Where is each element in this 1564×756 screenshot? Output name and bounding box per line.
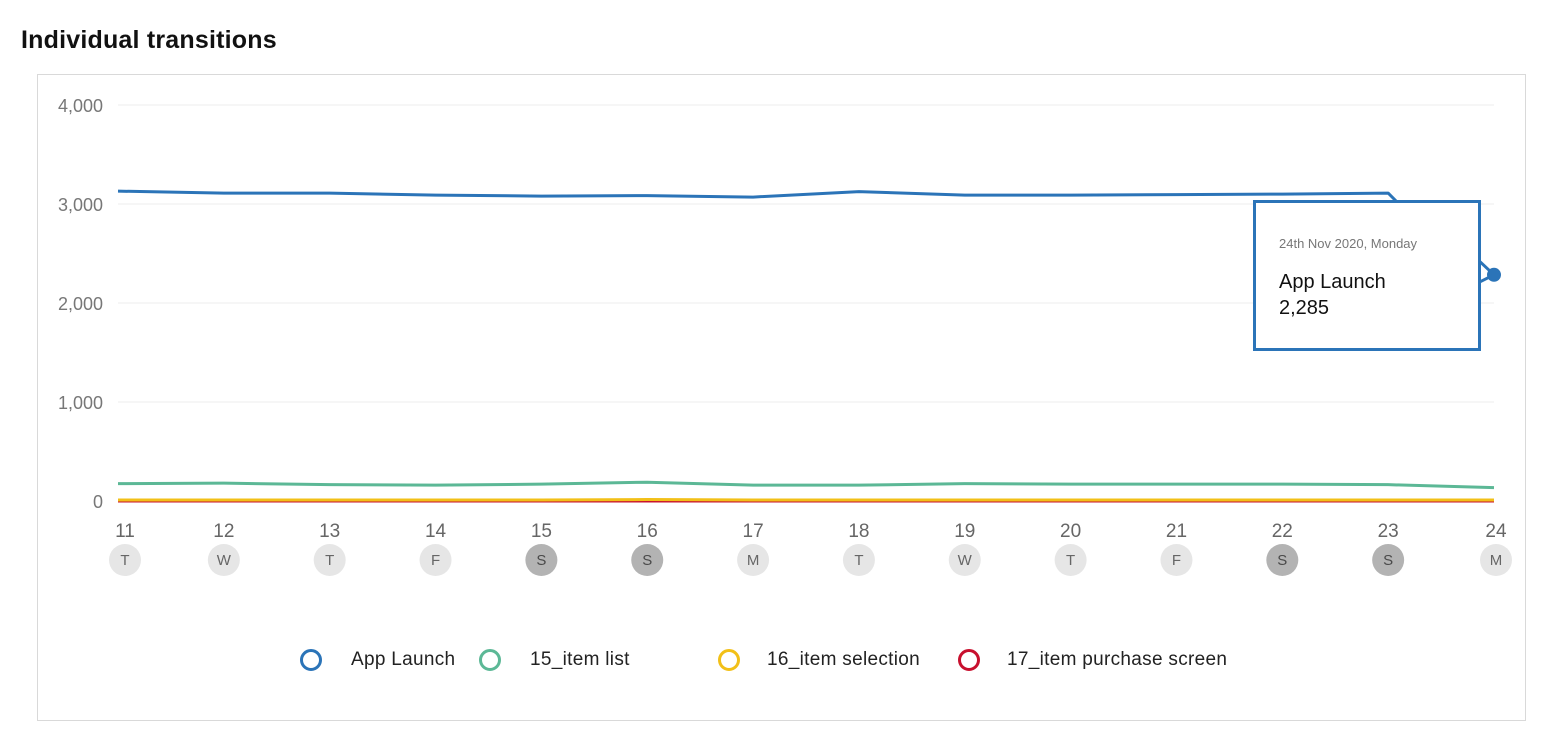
weekday-badge-circle (1160, 544, 1193, 576)
weekday-badge: F (1160, 544, 1193, 576)
page-title: Individual transitions (21, 26, 277, 54)
weekday-label: M (1490, 552, 1503, 569)
weekday-badge-circle (207, 544, 240, 576)
weekday-badge: S (1372, 544, 1405, 576)
weekday-label: T (120, 552, 129, 569)
x-tick-label: 24 (1485, 521, 1507, 542)
x-tick-label: 13 (319, 521, 340, 542)
weekday-label: F (431, 552, 440, 569)
weekday-label: W (958, 552, 973, 569)
weekday-badge-circle (842, 544, 875, 576)
x-tick-label: 20 (1060, 521, 1081, 542)
weekday-label: S (642, 552, 652, 569)
x-tick-label: 21 (1166, 521, 1187, 542)
legend-label: 15_item list (530, 649, 630, 670)
x-tick-label: 22 (1272, 521, 1293, 542)
x-tick-label: 18 (848, 521, 869, 542)
weekday-badge: W (948, 544, 981, 576)
x-tick-label: 12 (213, 521, 234, 542)
point-layer (1487, 267, 1501, 282)
x-tick-label: 19 (954, 521, 975, 542)
legend-label: 16_item selection (767, 649, 920, 670)
weekday-label: T (1066, 552, 1075, 569)
legend-item-item-purchase-screen[interactable]: 17_item purchase screen (958, 649, 1227, 671)
weekday-badge-circle (1266, 544, 1299, 576)
weekday-badge: T (842, 544, 875, 576)
tooltip-series-name: App Launch (1279, 271, 1386, 293)
y-tick-label: 4,000 (58, 96, 103, 116)
tooltip-date: 24th Nov 2020, Monday (1279, 236, 1418, 251)
x-tick-label: 15 (531, 521, 552, 542)
weekday-badge: S (631, 544, 664, 576)
weekday-badge: M (1480, 544, 1512, 576)
weekday-label: M (747, 552, 760, 569)
x-tick-label: 11 (115, 521, 135, 542)
legend-item-item-selection[interactable]: 16_item selection (718, 649, 920, 671)
x-tick-label: 17 (743, 521, 764, 542)
x-tick-label: 23 (1378, 521, 1399, 542)
series-line-1 (117, 480, 1495, 490)
y-tick-label: 2,000 (58, 294, 103, 314)
weekday-badge: F (419, 544, 452, 576)
legend-label: 17_item purchase screen (1007, 649, 1228, 670)
legend-item-item-list[interactable]: 15_item list (479, 649, 630, 671)
weekday-badge-circle (1480, 544, 1512, 576)
weekday-label: W (217, 552, 232, 569)
legend-marker-icon (300, 649, 322, 671)
y-tick-label: 0 (93, 492, 103, 512)
legend-marker-icon (958, 649, 980, 671)
weekday-badge-circle (313, 544, 346, 576)
weekday-label: S (536, 552, 546, 569)
chart-panel (37, 74, 1526, 721)
weekday-label: T (325, 552, 334, 569)
weekday-badge-circle (109, 544, 141, 576)
weekday-badge: T (1054, 544, 1087, 576)
legend-label: App Launch (351, 649, 456, 670)
weekday-badge-circle (1054, 544, 1087, 576)
y-tick-label: 3,000 (58, 195, 103, 215)
weekday-badge-circle (948, 544, 981, 576)
weekday-label: S (1383, 552, 1393, 569)
y-tick-label: 1,000 (58, 393, 103, 413)
legend-item-app-launch[interactable]: App Launch (300, 649, 455, 671)
weekday-label: S (1277, 552, 1287, 569)
weekday-badge-circle (419, 544, 452, 576)
weekday-badge-circle (737, 544, 770, 576)
tooltip-value: 2,285 (1279, 297, 1330, 319)
legend-marker-icon (479, 649, 501, 671)
x-tick-label: 16 (637, 521, 658, 542)
weekday-badge: T (313, 544, 346, 576)
weekday-badge-circle (1372, 544, 1405, 576)
chart-tooltip: 24th Nov 2020, Monday App Launch 2,285 (1253, 200, 1481, 351)
y-axis: 0 1,000 2,000 3,000 4,000 (58, 96, 103, 512)
data-point-marker (1487, 267, 1501, 282)
weekday-badge: S (525, 544, 558, 576)
weekday-badge: W (207, 544, 240, 576)
weekday-label: T (854, 552, 863, 569)
weekday-badge: S (1266, 544, 1299, 576)
legend-marker-icon (718, 649, 740, 671)
x-tick-label: 14 (425, 521, 447, 542)
weekday-badge-circle (525, 544, 558, 576)
weekday-badge-circle (631, 544, 664, 576)
x-axis: 11 T 12 W 13 T 14 F 15 S 16 S 17 M 18 T 19 W 20 T 21 F 22 S 23 S 2… (109, 521, 1512, 576)
weekday-label: F (1172, 552, 1181, 569)
weekday-badge: M (737, 544, 770, 576)
weekday-badge: T (109, 544, 141, 576)
